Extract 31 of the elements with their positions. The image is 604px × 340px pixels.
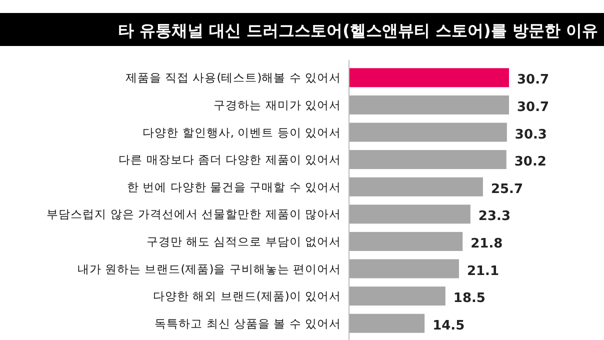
bar (349, 68, 509, 88)
data-label: 23.3 (478, 209, 511, 224)
bar (349, 314, 425, 333)
bar (349, 204, 470, 224)
bar (349, 259, 459, 278)
y-tick-label: 제품을 직접 사용(테스트)해볼 수 있어서 (125, 70, 341, 85)
bar (349, 232, 463, 251)
bar (349, 95, 509, 114)
data-label: 14.5 (432, 318, 465, 334)
data-label: 18.5 (453, 291, 486, 306)
data-label: 30.3 (514, 127, 547, 142)
bar (349, 150, 506, 170)
y-tick-label: 한 번에 다양한 물건을 구매할 수 있어서 (127, 180, 341, 194)
bar (349, 286, 446, 306)
y-tick-label: 독특하고 최신 상품을 볼 수 있어서 (154, 316, 341, 330)
data-label: 30.7 (517, 72, 550, 88)
y-tick-label: 다양한 할인행사, 이벤트 등이 있어서 (142, 125, 341, 140)
data-label: 30.7 (517, 100, 550, 115)
y-tick-label: 내가 원하는 브랜드(제품)을 구비해놓는 편이어서 (77, 262, 341, 276)
data-label: 21.8 (470, 236, 503, 252)
data-label: 25.7 (490, 182, 524, 197)
data-label: 21.1 (466, 264, 500, 279)
data-label: 30.2 (514, 154, 546, 170)
y-tick-label: 구경하는 재미가 있어서 (214, 98, 341, 112)
bar (349, 122, 507, 142)
y-tick-label: 구경만 해도 심적으로 부담이 없어서 (146, 234, 341, 248)
bar (349, 177, 483, 196)
y-tick-label: 다양한 해외 브랜드(제품)이 있어서 (153, 289, 341, 304)
chart-title: 타 유통채널 대신 드러그스토어(헬스앤뷰티 스토어)를 방문한 이유 (118, 21, 598, 40)
y-tick-label: 다른 매장보다 좀더 다양한 제품이 있어서 (118, 152, 341, 167)
y-tick-label: 부담스럽지 않은 가격선에서 선물할만한 제품이 많아서 (46, 207, 341, 222)
